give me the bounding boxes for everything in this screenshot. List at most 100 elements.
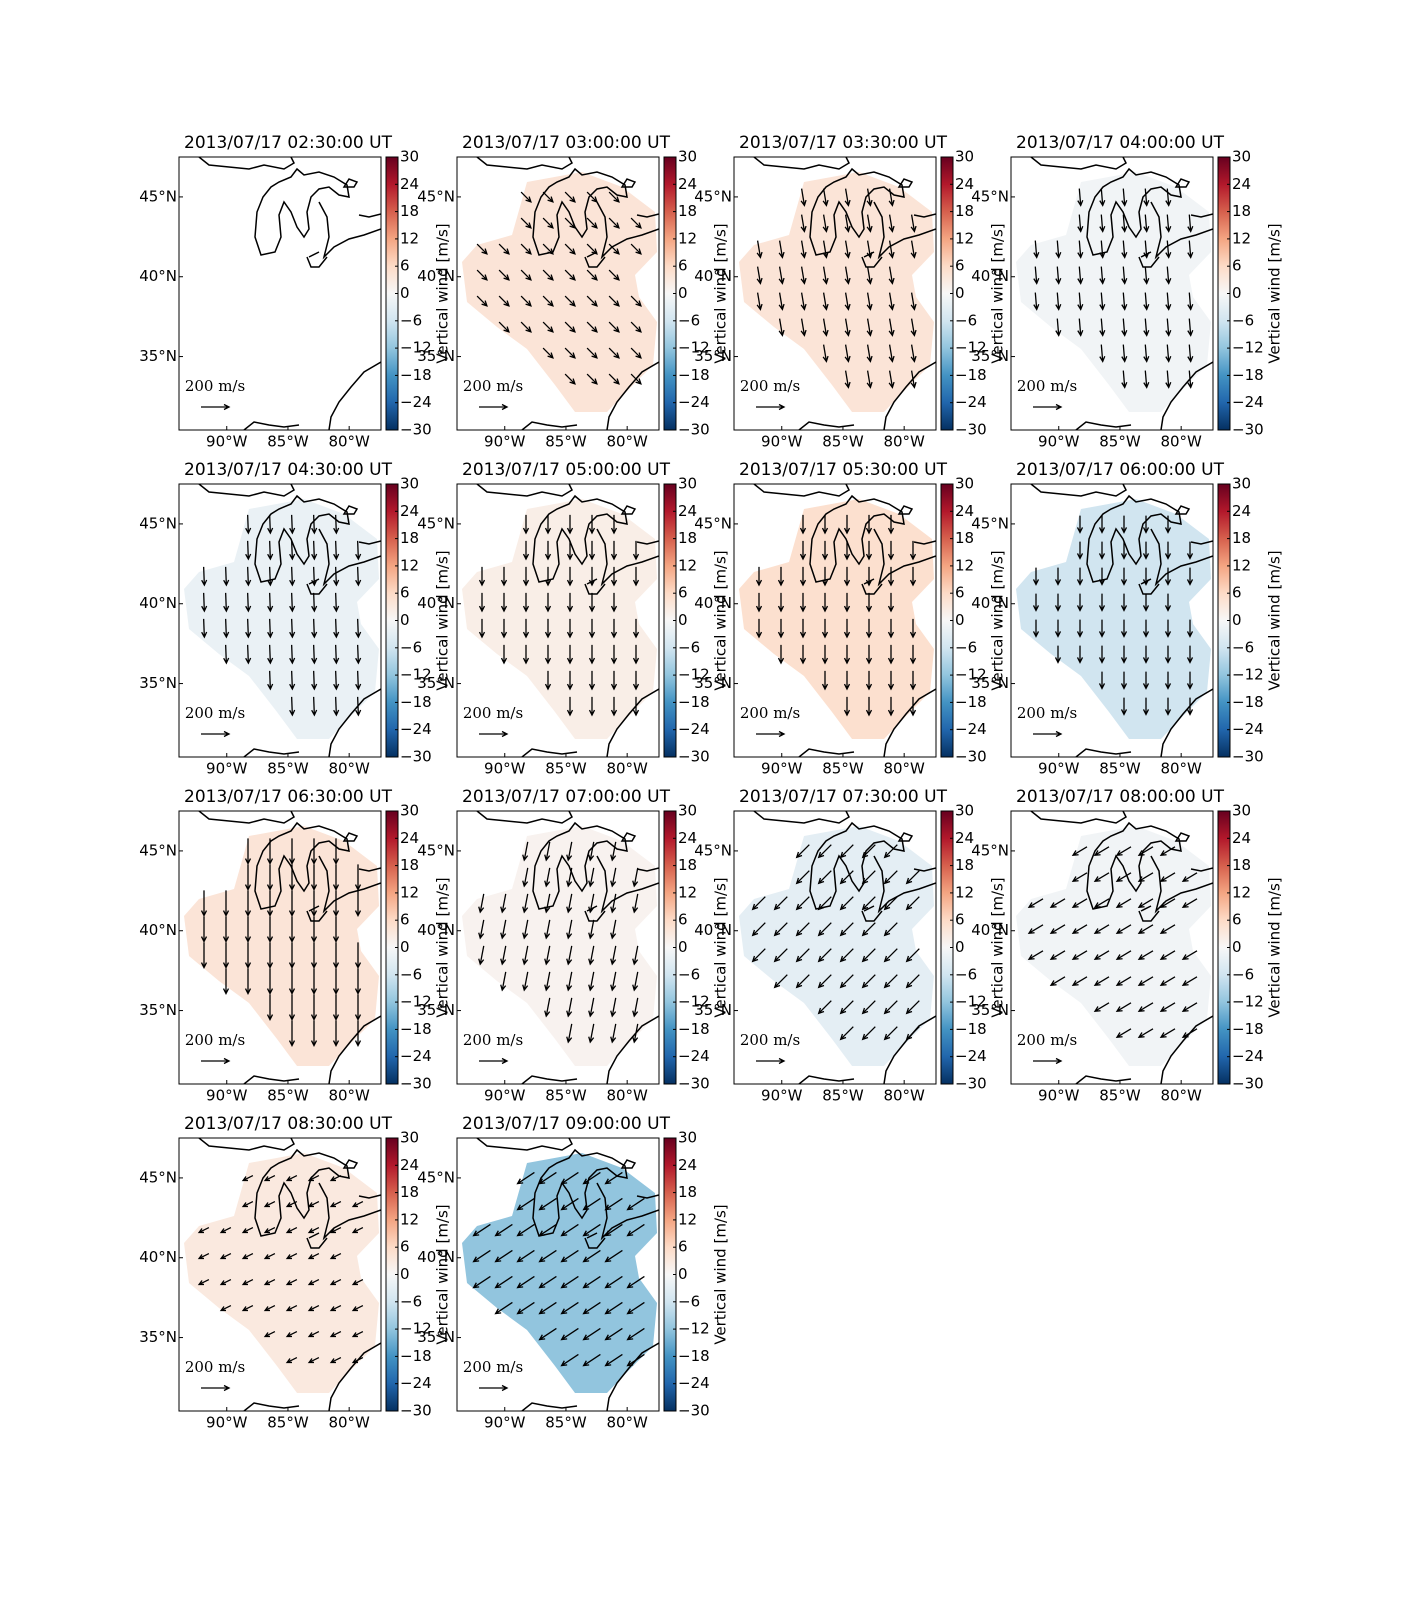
wind-arrow	[1165, 370, 1172, 389]
wind-arrow	[865, 618, 873, 639]
colorbar-tick-label: 30	[678, 802, 697, 820]
wind-arrow	[604, 1197, 623, 1211]
quiver-key-label: 200 m/s	[463, 1031, 523, 1049]
x-tick-label: 90°W	[484, 760, 526, 778]
wind-arrow	[608, 243, 620, 255]
wind-arrow	[1071, 898, 1088, 908]
colorbar-tick-label: −18	[1232, 366, 1264, 384]
map-panel: 2013/07/17 05:00:00 UT 200 m/s 90°W 85°W 80°…	[417, 460, 729, 778]
colorbar-tick-label: −30	[955, 748, 987, 766]
x-tick-label: 85°W	[545, 433, 587, 451]
wind-field	[739, 172, 934, 412]
y-tick-label: 40°N	[971, 267, 1009, 285]
colorbar-tick-label: 6	[955, 584, 965, 602]
wind-arrow	[310, 968, 318, 996]
wind-arrow	[307, 1356, 320, 1364]
wind-arrow	[1054, 619, 1062, 638]
wind-arrow	[582, 1301, 601, 1315]
wind-arrow	[1187, 344, 1194, 363]
colorbar-tick-label: 6	[400, 584, 410, 602]
wind-arrow	[883, 896, 898, 911]
wind-arrow	[844, 344, 851, 363]
wind-arrow	[905, 896, 920, 911]
wind-arrow	[560, 1223, 579, 1237]
wind-arrow	[1099, 318, 1106, 337]
wind-arrow	[244, 838, 252, 866]
wind-arrow	[910, 318, 917, 337]
wind-arrow	[1098, 619, 1106, 638]
wind-arrow	[244, 968, 252, 996]
colorbar-tick-label: −18	[678, 1347, 710, 1365]
wind-arrow	[887, 566, 895, 587]
wind-arrow	[494, 1275, 513, 1289]
wind-arrow	[1186, 671, 1194, 690]
colorbar-tick-label: 6	[955, 257, 965, 275]
wind-arrow	[800, 214, 807, 233]
wind-arrow	[799, 566, 807, 587]
wind-arrow	[839, 844, 854, 859]
wind-arrow	[909, 618, 917, 639]
wind-arrow	[582, 1223, 601, 1237]
wind-arrow	[843, 540, 851, 561]
wind-arrow	[494, 1223, 513, 1237]
colorbar-tick-label: −18	[1232, 1020, 1264, 1038]
wind-arrow	[822, 266, 829, 285]
colorbar-tick-label: −6	[1232, 638, 1254, 656]
wind-arrow	[608, 321, 620, 333]
wind-arrow	[1181, 872, 1198, 882]
y-tick-label: 35°N	[694, 674, 732, 692]
wind-arrow	[516, 1275, 535, 1289]
wind-arrow	[1137, 1028, 1154, 1038]
colorbar-tick-label: 12	[400, 883, 419, 901]
wind-arrow	[332, 864, 340, 892]
x-tick-label: 85°W	[1099, 433, 1141, 451]
x-tick-label: 85°W	[1099, 1087, 1141, 1105]
wind-arrow	[542, 243, 554, 255]
quiver-key-arrow	[756, 403, 786, 411]
quiver-key-arrow	[1033, 403, 1063, 411]
colorbar-tick-label: −12	[400, 666, 432, 684]
colorbar-tick-label: 0	[955, 611, 965, 629]
wind-arrow	[1076, 541, 1084, 560]
x-tick-label: 80°W	[328, 1087, 370, 1105]
wind-arrow	[756, 292, 763, 311]
wind-arrow	[544, 945, 551, 966]
wind-arrow	[332, 838, 340, 866]
wind-arrow	[632, 540, 640, 561]
wind-arrow	[311, 540, 318, 561]
wind-arrow	[586, 321, 598, 333]
wind-arrow	[267, 540, 274, 561]
wind-arrow	[1121, 240, 1128, 259]
wind-arrow	[887, 644, 895, 665]
wind-arrow	[564, 347, 576, 359]
colorbar-tick-label: −12	[678, 993, 710, 1011]
colorbar-tick-label: 6	[678, 911, 688, 929]
wind-arrow	[500, 945, 507, 966]
x-tick-label: 90°W	[761, 1087, 803, 1105]
wind-arrow	[630, 321, 642, 333]
wind-arrow	[610, 945, 617, 966]
wind-arrow	[800, 240, 807, 259]
wind-arrow	[1181, 1028, 1198, 1038]
wind-arrow	[285, 1226, 298, 1234]
wind-arrow	[329, 1200, 342, 1208]
wind-arrow	[588, 670, 596, 691]
wind-arrow	[795, 948, 810, 963]
wind-arrow	[610, 997, 617, 1018]
wind-arrow	[905, 1000, 920, 1015]
colorbar-tick-label: 0	[678, 611, 688, 629]
y-tick-label: 45°N	[139, 514, 177, 532]
wind-arrow	[1164, 515, 1172, 534]
wind-arrow	[610, 867, 617, 888]
wind-arrow	[538, 1301, 557, 1315]
y-tick-label: 35°N	[417, 1328, 455, 1346]
wind-arrow	[773, 974, 788, 989]
x-tick-label: 85°W	[822, 433, 864, 451]
wind-arrow	[566, 696, 574, 717]
wind-arrow	[355, 670, 362, 691]
wind-arrow	[865, 540, 873, 561]
wind-arrow	[500, 919, 507, 940]
wind-arrow	[516, 1301, 535, 1315]
colorbar-tick-label: 18	[955, 529, 974, 547]
wind-arrow	[564, 191, 576, 203]
